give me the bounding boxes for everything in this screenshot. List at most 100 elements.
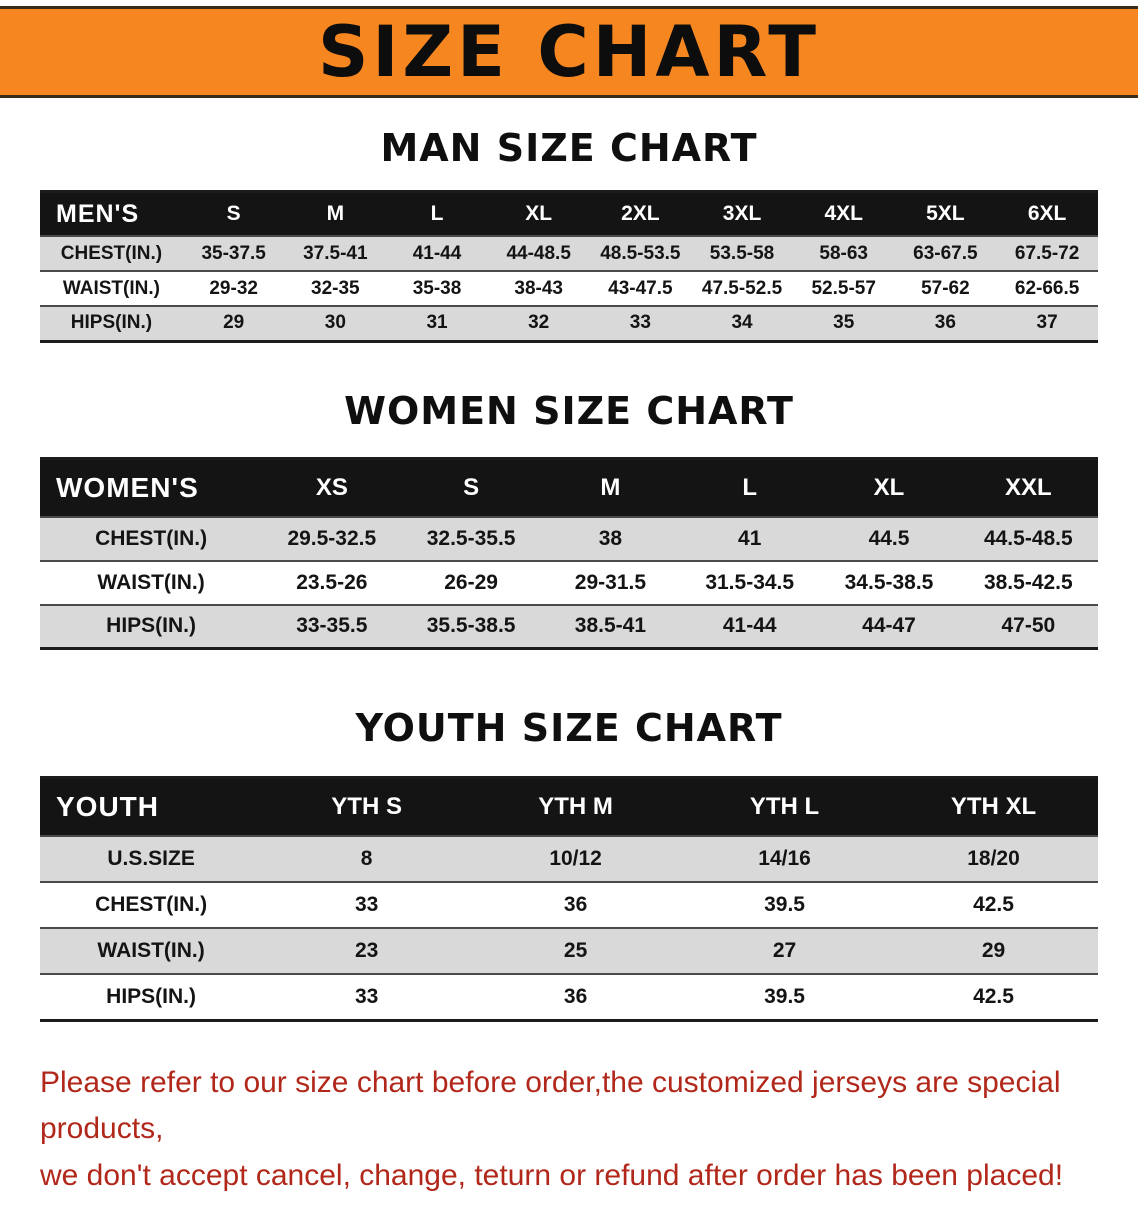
table-cell: 34 [691, 305, 793, 341]
table-cell: 47-50 [958, 603, 1098, 649]
table-row: WAIST(IN.) 29-32 32-35 35-38 38-43 43-47.5 47.… [40, 270, 1098, 306]
table-cell: 29-31.5 [540, 559, 681, 605]
size-chart-banner-title: SIZE CHART [317, 11, 821, 93]
table-cell: 41 [680, 515, 820, 561]
table-header-row: WOMEN'S XS S M L XL XXL [40, 458, 1098, 517]
table-row: CHEST(IN.) 35-37.5 37.5-41 41-44 44-48.5 48.5… [40, 235, 1098, 271]
table-cell: 42.5 [889, 973, 1098, 1020]
table-cell: 32.5-35.5 [401, 515, 541, 561]
column-header: S [182, 191, 285, 236]
table-cell: 39.5 [680, 973, 890, 1020]
size-chart-banner: SIZE CHART [0, 6, 1138, 98]
footer-disclaimer-line1: Please refer to our size chart before or… [40, 1065, 1061, 1146]
table-cell: 35-37.5 [182, 235, 285, 271]
table-cell: 67.5-72 [996, 235, 1098, 271]
table-cell: 30 [284, 305, 387, 341]
column-header: M [540, 458, 681, 517]
column-header: L [386, 191, 488, 236]
table-cell: 41-44 [386, 235, 488, 271]
table-cell: 36 [471, 973, 681, 1020]
table-cell: 23 [262, 927, 472, 974]
table-cell: 41-44 [680, 603, 820, 649]
table-cell: 35 [792, 305, 895, 341]
row-label: CHEST(IN.) [40, 515, 263, 561]
column-header: 5XL [894, 191, 997, 236]
column-header: YTH S [262, 777, 472, 836]
column-header: S [401, 458, 541, 517]
table-cell: 31.5-34.5 [680, 559, 820, 605]
table-cell: 33-35.5 [262, 603, 402, 649]
table-cell: 31 [386, 305, 488, 341]
women-size-table-container: WOMEN'S XS S M L XL XXL CHEST(IN.) 29.5-32.5 32.5… [40, 456, 1098, 650]
table-cell: 33 [589, 305, 692, 341]
column-header: 2XL [589, 191, 692, 236]
column-header: 3XL [691, 191, 793, 236]
table-cell: 37.5-41 [284, 235, 387, 271]
table-cell: 14/16 [680, 835, 890, 882]
table-row: CHEST(IN.) 33 36 39.5 42.5 [40, 881, 1098, 928]
table-cell: 29.5-32.5 [262, 515, 402, 561]
youth-size-table-container: YOUTH YTH S YTH M YTH L YTH XL U.S.SIZE 8 10/12… [40, 776, 1098, 1022]
table-cell: 23.5-26 [262, 559, 402, 605]
women-size-chart-title: WOMEN SIZE CHART [344, 388, 794, 433]
table-cell: 8 [262, 835, 472, 882]
table-cell: 53.5-58 [691, 235, 793, 271]
table-cell: 33 [262, 973, 472, 1020]
row-label: CHEST(IN.) [40, 881, 263, 928]
table-cell: 37 [996, 305, 1098, 341]
table-cell: 10/12 [471, 835, 681, 882]
table-cell: 57-62 [894, 270, 997, 306]
table-cell: 58-63 [792, 235, 895, 271]
table-cell: 33 [262, 881, 472, 928]
table-header-row: MEN'S S M L XL 2XL 3XL 4XL 5XL 6XL [40, 191, 1098, 236]
table-cell: 32-35 [284, 270, 387, 306]
table-row: CHEST(IN.) 29.5-32.5 32.5-35.5 38 41 44.5 44.5… [40, 515, 1098, 561]
table-cell: 43-47.5 [589, 270, 692, 306]
row-label: HIPS(IN.) [40, 973, 263, 1020]
row-label: WAIST(IN.) [40, 559, 263, 605]
table-cell: 26-29 [401, 559, 541, 605]
men-size-table-container: MEN'S S M L XL 2XL 3XL 4XL 5XL 6XL CHEST(IN.) 35-37… [40, 190, 1098, 343]
table-cell: 38.5-42.5 [958, 559, 1098, 605]
column-header: YTH L [680, 777, 890, 836]
table-row: HIPS(IN.) 29 30 31 32 33 34 35 36 37 [40, 305, 1098, 341]
youth-size-chart-title: YOUTH SIZE CHART [355, 706, 783, 750]
size-table: YOUTH YTH S YTH M YTH L YTH XL U.S.SIZE 8 10/12… [40, 776, 1098, 1022]
row-label: U.S.SIZE [40, 835, 263, 882]
table-row: HIPS(IN.) 33 36 39.5 42.5 [40, 973, 1098, 1020]
size-table: WOMEN'S XS S M L XL XXL CHEST(IN.) 29.5-32.5 32.5… [40, 456, 1098, 650]
column-header: XL [819, 458, 959, 517]
table-cell: 38-43 [487, 270, 590, 306]
table-cell: 32 [487, 305, 590, 341]
table-corner-label: YOUTH [40, 777, 263, 836]
column-header: 4XL [792, 191, 895, 236]
table-cell: 27 [680, 927, 890, 974]
column-header: XL [487, 191, 590, 236]
column-header: 6XL [996, 191, 1098, 236]
table-cell: 38.5-41 [540, 603, 681, 649]
row-label: WAIST(IN.) [40, 270, 183, 306]
table-cell: 18/20 [889, 835, 1098, 882]
table-cell: 35-38 [386, 270, 488, 306]
row-label: CHEST(IN.) [40, 235, 183, 271]
table-corner-label: MEN'S [40, 191, 183, 236]
column-header: XXL [958, 458, 1098, 517]
table-row: HIPS(IN.) 33-35.5 35.5-38.5 38.5-41 41-44 44-… [40, 603, 1098, 649]
table-row: WAIST(IN.) 23 25 27 29 [40, 927, 1098, 974]
table-header-row: YOUTH YTH S YTH M YTH L YTH XL [40, 777, 1098, 836]
row-label: HIPS(IN.) [40, 305, 183, 341]
table-cell: 44-47 [819, 603, 959, 649]
table-cell: 25 [471, 927, 681, 974]
table-cell: 39.5 [680, 881, 890, 928]
table-cell: 44-48.5 [487, 235, 590, 271]
table-cell: 47.5-52.5 [691, 270, 793, 306]
table-cell: 29 [182, 305, 285, 341]
footer-disclaimer-line2: we don't accept cancel, change, teturn o… [40, 1158, 1064, 1192]
table-row: WAIST(IN.) 23.5-26 26-29 29-31.5 31.5-34.5 34… [40, 559, 1098, 605]
table-cell: 38 [540, 515, 681, 561]
row-label: HIPS(IN.) [40, 603, 263, 649]
footer-disclaimer: Please refer to our size chart before or… [40, 1060, 1100, 1200]
table-row: U.S.SIZE 8 10/12 14/16 18/20 [40, 835, 1098, 882]
table-corner-label: WOMEN'S [40, 458, 263, 517]
